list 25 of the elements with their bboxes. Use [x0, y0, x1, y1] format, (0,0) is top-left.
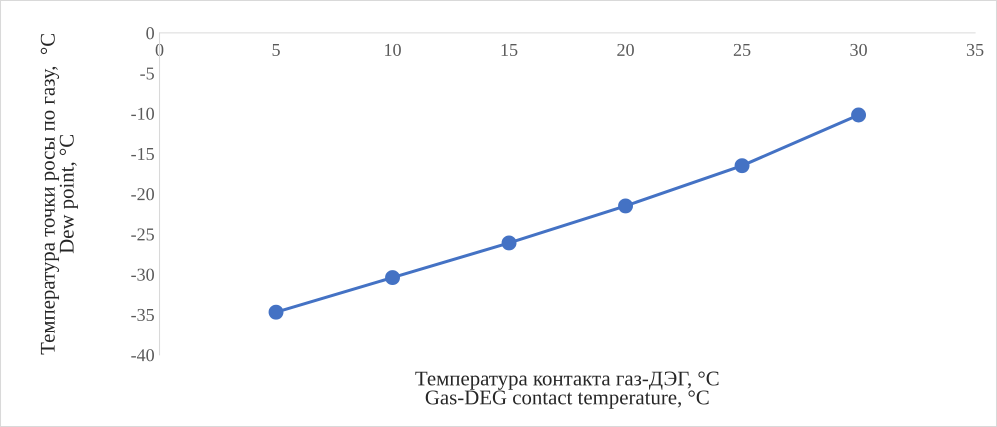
- point: [385, 270, 400, 286]
- x-tick-label: 25: [734, 44, 750, 56]
- y-tick-label: -20: [131, 188, 154, 200]
- y-axis-title: Температура точки росы по газу, °C Dew point, °C: [40, 34, 78, 354]
- point: [734, 158, 750, 174]
- y-tick-label: -25: [131, 228, 154, 241]
- y-tick-label: -15: [131, 148, 154, 160]
- y-tick-label: -40: [131, 349, 154, 362]
- y-tick-label: 0: [146, 27, 154, 40]
- point: [618, 198, 634, 214]
- point: [502, 235, 517, 250]
- x-axis-title: Температура контакта газ-ДЭГ, °C Gas-DEG contact temperature, °C: [415, 371, 718, 409]
- x-tick-label: 10: [385, 44, 401, 56]
- point: [268, 304, 284, 320]
- y-tick-label: -35: [131, 308, 154, 322]
- y-tick-label: -10: [131, 108, 154, 120]
- y-tick-label: -5: [140, 68, 154, 80]
- x-tick-label: 30: [850, 44, 867, 56]
- x-tick-label: 0: [156, 44, 164, 56]
- x-tick-label: 15: [502, 44, 518, 56]
- y-tick-label: -30: [131, 268, 154, 281]
- x-tick-label: 20: [617, 44, 634, 56]
- x-tick-label: 35: [966, 44, 984, 56]
- point: [851, 108, 866, 122]
- x-tick-label: 5: [272, 44, 280, 56]
